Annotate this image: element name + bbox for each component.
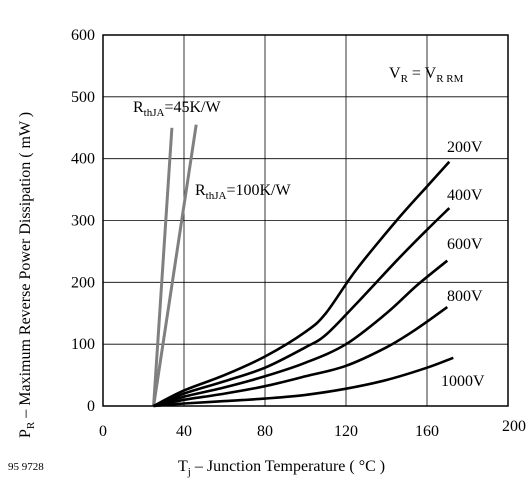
x-axis-label: Tj – Junction Temperature ( °C ) (178, 458, 385, 478)
y-tick-label: 400 (71, 151, 95, 168)
series-line-400v (153, 207, 451, 408)
series-label-600v: 600V (447, 236, 483, 253)
y-tick-label: 500 (71, 89, 95, 106)
condition-label: VR = VR RM (389, 65, 464, 85)
figure-id: 95 9728 (8, 461, 44, 473)
x-tick-label: 0 (99, 423, 107, 440)
y-tick-label: 100 (71, 336, 95, 353)
series-label-200v: 200V (447, 139, 483, 156)
thermal-line-0 (152, 127, 174, 407)
series-line-800v (153, 306, 449, 408)
y-tick-labels: 0 100 200 300 400 500 600 (71, 27, 95, 415)
x-tick-labels: 0 40 80 120 160 200 (99, 418, 526, 440)
x-tick-label: 200 (502, 418, 526, 435)
series-label-1000v: 1000V (441, 373, 485, 390)
y-tick-label: 200 (71, 274, 95, 291)
chart-labels: VR = VR RM RthJA=45K/W RthJA=100K/W 200V… (8, 65, 485, 478)
rthja-45-label: RthJA=45K/W (133, 99, 221, 119)
series-line-1000v (153, 356, 454, 408)
x-tick-label: 120 (334, 423, 358, 440)
series-lines (153, 160, 454, 408)
series-label-400v: 400V (447, 187, 483, 204)
grid (102, 34, 509, 407)
rthja-100-label: RthJA=100K/W (195, 182, 291, 202)
thermal-resistance-lines (152, 124, 198, 407)
y-tick-label: 0 (87, 398, 95, 415)
x-tick-label: 80 (257, 423, 273, 440)
series-line-200v (153, 160, 451, 408)
series-label-800v: 800V (447, 288, 483, 305)
thermal-line-1 (152, 124, 198, 407)
series-line-600v (153, 259, 449, 408)
y-axis-label: PR – Maximum Reverse Power Dissipation (… (17, 112, 37, 438)
x-tick-label: 160 (415, 423, 439, 440)
y-tick-label: 300 (71, 213, 95, 230)
plot-frame (102, 34, 509, 407)
x-tick-label: 40 (176, 423, 192, 440)
y-tick-label: 600 (71, 27, 95, 44)
